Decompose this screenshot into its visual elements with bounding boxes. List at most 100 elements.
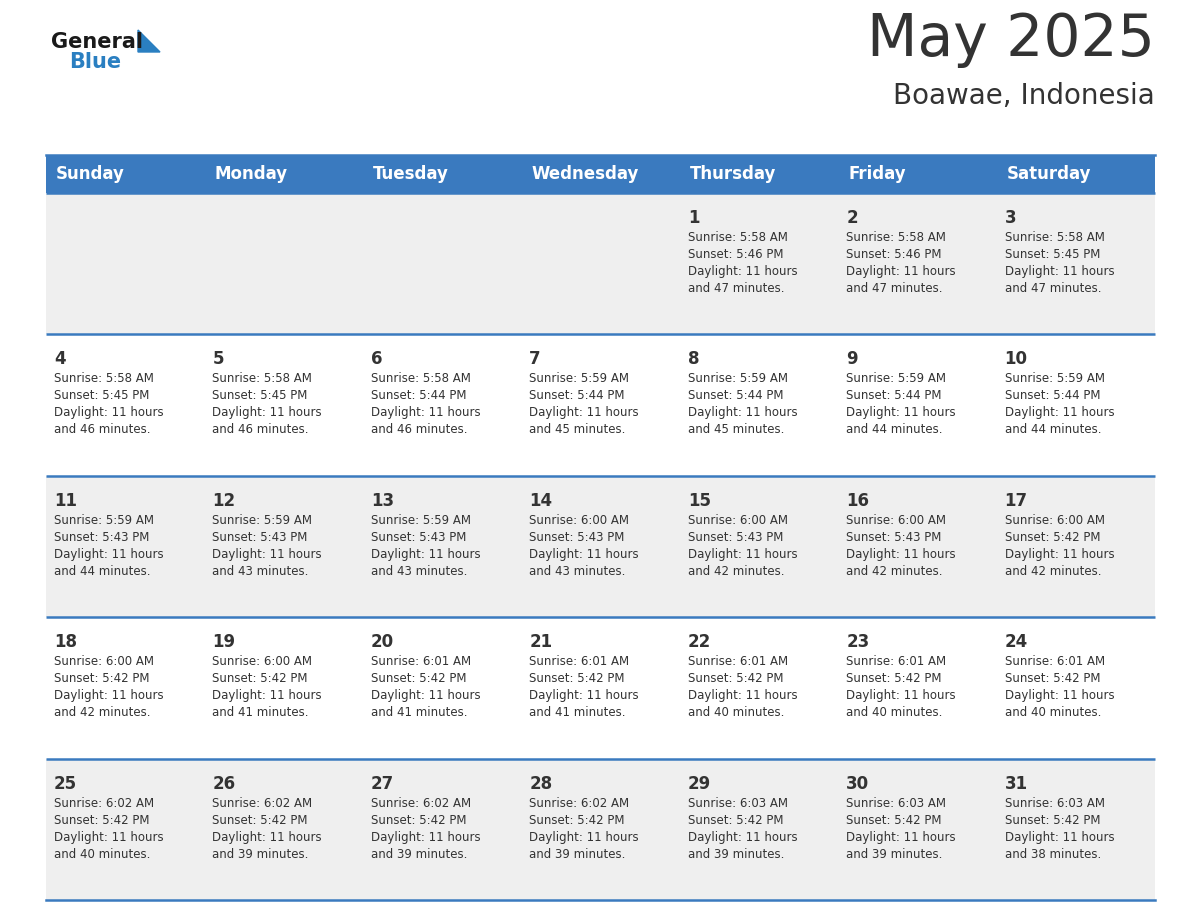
- Text: 14: 14: [530, 492, 552, 509]
- Text: Daylight: 11 hours: Daylight: 11 hours: [371, 831, 480, 844]
- Text: Tuesday: Tuesday: [373, 165, 449, 183]
- Text: and 42 minutes.: and 42 minutes.: [688, 565, 784, 577]
- Text: Sunrise: 5:59 AM: Sunrise: 5:59 AM: [846, 373, 946, 386]
- Text: Sunset: 5:44 PM: Sunset: 5:44 PM: [371, 389, 467, 402]
- Text: and 41 minutes.: and 41 minutes.: [371, 706, 467, 719]
- Text: Sunset: 5:42 PM: Sunset: 5:42 PM: [846, 813, 942, 826]
- Text: Daylight: 11 hours: Daylight: 11 hours: [688, 548, 797, 561]
- Text: Daylight: 11 hours: Daylight: 11 hours: [530, 831, 639, 844]
- Text: Sunrise: 6:02 AM: Sunrise: 6:02 AM: [530, 797, 630, 810]
- Text: and 42 minutes.: and 42 minutes.: [1005, 565, 1101, 577]
- Text: Sunrise: 5:58 AM: Sunrise: 5:58 AM: [53, 373, 154, 386]
- Text: Sunset: 5:42 PM: Sunset: 5:42 PM: [213, 672, 308, 685]
- Text: 5: 5: [213, 351, 223, 368]
- Text: Daylight: 11 hours: Daylight: 11 hours: [371, 548, 480, 561]
- Text: Daylight: 11 hours: Daylight: 11 hours: [846, 407, 956, 420]
- Text: Sunrise: 6:02 AM: Sunrise: 6:02 AM: [53, 797, 154, 810]
- Text: Sunset: 5:44 PM: Sunset: 5:44 PM: [846, 389, 942, 402]
- Bar: [46, 334, 1155, 476]
- Text: Sunset: 5:44 PM: Sunset: 5:44 PM: [688, 389, 783, 402]
- Text: Sunset: 5:42 PM: Sunset: 5:42 PM: [1005, 672, 1100, 685]
- Text: 18: 18: [53, 633, 77, 651]
- Text: and 39 minutes.: and 39 minutes.: [213, 847, 309, 860]
- Text: and 47 minutes.: and 47 minutes.: [688, 282, 784, 295]
- Text: 3: 3: [1005, 209, 1016, 227]
- Text: Daylight: 11 hours: Daylight: 11 hours: [53, 689, 164, 702]
- Text: Sunset: 5:43 PM: Sunset: 5:43 PM: [213, 531, 308, 543]
- Text: Sunset: 5:46 PM: Sunset: 5:46 PM: [846, 248, 942, 261]
- Text: Daylight: 11 hours: Daylight: 11 hours: [688, 831, 797, 844]
- Text: Sunset: 5:43 PM: Sunset: 5:43 PM: [688, 531, 783, 543]
- Text: Daylight: 11 hours: Daylight: 11 hours: [371, 407, 480, 420]
- Text: Sunrise: 6:00 AM: Sunrise: 6:00 AM: [213, 655, 312, 668]
- Text: and 42 minutes.: and 42 minutes.: [53, 706, 151, 719]
- Text: Daylight: 11 hours: Daylight: 11 hours: [846, 265, 956, 278]
- Text: Daylight: 11 hours: Daylight: 11 hours: [1005, 548, 1114, 561]
- Text: Daylight: 11 hours: Daylight: 11 hours: [213, 407, 322, 420]
- Text: Monday: Monday: [214, 165, 287, 183]
- Text: 11: 11: [53, 492, 77, 509]
- Text: and 38 minutes.: and 38 minutes.: [1005, 847, 1101, 860]
- Text: and 39 minutes.: and 39 minutes.: [688, 847, 784, 860]
- Text: Sunset: 5:43 PM: Sunset: 5:43 PM: [371, 531, 466, 543]
- Text: 8: 8: [688, 351, 700, 368]
- Text: 7: 7: [530, 351, 541, 368]
- Text: 12: 12: [213, 492, 235, 509]
- Text: 21: 21: [530, 633, 552, 651]
- Text: 28: 28: [530, 775, 552, 792]
- Text: and 45 minutes.: and 45 minutes.: [530, 423, 626, 436]
- Text: Daylight: 11 hours: Daylight: 11 hours: [846, 548, 956, 561]
- Text: Sunrise: 6:01 AM: Sunrise: 6:01 AM: [688, 655, 788, 668]
- Text: Daylight: 11 hours: Daylight: 11 hours: [213, 548, 322, 561]
- Text: May 2025: May 2025: [867, 11, 1155, 68]
- Text: 4: 4: [53, 351, 65, 368]
- Text: 22: 22: [688, 633, 710, 651]
- Text: and 46 minutes.: and 46 minutes.: [213, 423, 309, 436]
- Text: Sunset: 5:45 PM: Sunset: 5:45 PM: [1005, 248, 1100, 261]
- Text: Sunset: 5:42 PM: Sunset: 5:42 PM: [846, 672, 942, 685]
- Text: Sunset: 5:45 PM: Sunset: 5:45 PM: [213, 389, 308, 402]
- Bar: [46, 758, 1155, 900]
- Text: Sunset: 5:42 PM: Sunset: 5:42 PM: [213, 813, 308, 826]
- Text: Daylight: 11 hours: Daylight: 11 hours: [688, 407, 797, 420]
- Text: Daylight: 11 hours: Daylight: 11 hours: [530, 548, 639, 561]
- Text: Sunrise: 6:01 AM: Sunrise: 6:01 AM: [530, 655, 630, 668]
- Text: Daylight: 11 hours: Daylight: 11 hours: [53, 548, 164, 561]
- Text: 6: 6: [371, 351, 383, 368]
- Text: Daylight: 11 hours: Daylight: 11 hours: [1005, 407, 1114, 420]
- Text: Sunset: 5:42 PM: Sunset: 5:42 PM: [1005, 531, 1100, 543]
- Text: Sunrise: 6:03 AM: Sunrise: 6:03 AM: [846, 797, 946, 810]
- Text: and 44 minutes.: and 44 minutes.: [53, 565, 151, 577]
- Text: Blue: Blue: [69, 52, 121, 72]
- Text: 9: 9: [846, 351, 858, 368]
- Text: Daylight: 11 hours: Daylight: 11 hours: [688, 689, 797, 702]
- Text: Sunset: 5:45 PM: Sunset: 5:45 PM: [53, 389, 150, 402]
- Text: Sunrise: 5:58 AM: Sunrise: 5:58 AM: [1005, 231, 1105, 244]
- Text: Daylight: 11 hours: Daylight: 11 hours: [530, 407, 639, 420]
- Text: Sunset: 5:42 PM: Sunset: 5:42 PM: [688, 813, 783, 826]
- Text: Sunrise: 6:02 AM: Sunrise: 6:02 AM: [213, 797, 312, 810]
- Text: Sunrise: 5:59 AM: Sunrise: 5:59 AM: [53, 514, 154, 527]
- Text: Sunrise: 6:01 AM: Sunrise: 6:01 AM: [846, 655, 947, 668]
- Text: Sunrise: 5:59 AM: Sunrise: 5:59 AM: [688, 373, 788, 386]
- Text: and 39 minutes.: and 39 minutes.: [530, 847, 626, 860]
- Text: Daylight: 11 hours: Daylight: 11 hours: [688, 265, 797, 278]
- Text: Daylight: 11 hours: Daylight: 11 hours: [213, 831, 322, 844]
- Text: Sunrise: 5:58 AM: Sunrise: 5:58 AM: [688, 231, 788, 244]
- Text: Sunrise: 5:59 AM: Sunrise: 5:59 AM: [1005, 373, 1105, 386]
- Text: Daylight: 11 hours: Daylight: 11 hours: [1005, 689, 1114, 702]
- Text: Sunset: 5:42 PM: Sunset: 5:42 PM: [371, 672, 467, 685]
- Text: Sunday: Sunday: [56, 165, 125, 183]
- Text: 29: 29: [688, 775, 710, 792]
- Text: 20: 20: [371, 633, 394, 651]
- Text: 19: 19: [213, 633, 235, 651]
- Text: Sunrise: 6:03 AM: Sunrise: 6:03 AM: [688, 797, 788, 810]
- Bar: [46, 476, 1155, 617]
- Text: Sunrise: 6:00 AM: Sunrise: 6:00 AM: [53, 655, 154, 668]
- Text: Sunrise: 6:00 AM: Sunrise: 6:00 AM: [688, 514, 788, 527]
- Text: Sunset: 5:42 PM: Sunset: 5:42 PM: [530, 672, 625, 685]
- Text: and 46 minutes.: and 46 minutes.: [53, 423, 151, 436]
- Text: 17: 17: [1005, 492, 1028, 509]
- Bar: [46, 193, 1155, 334]
- Text: and 43 minutes.: and 43 minutes.: [371, 565, 467, 577]
